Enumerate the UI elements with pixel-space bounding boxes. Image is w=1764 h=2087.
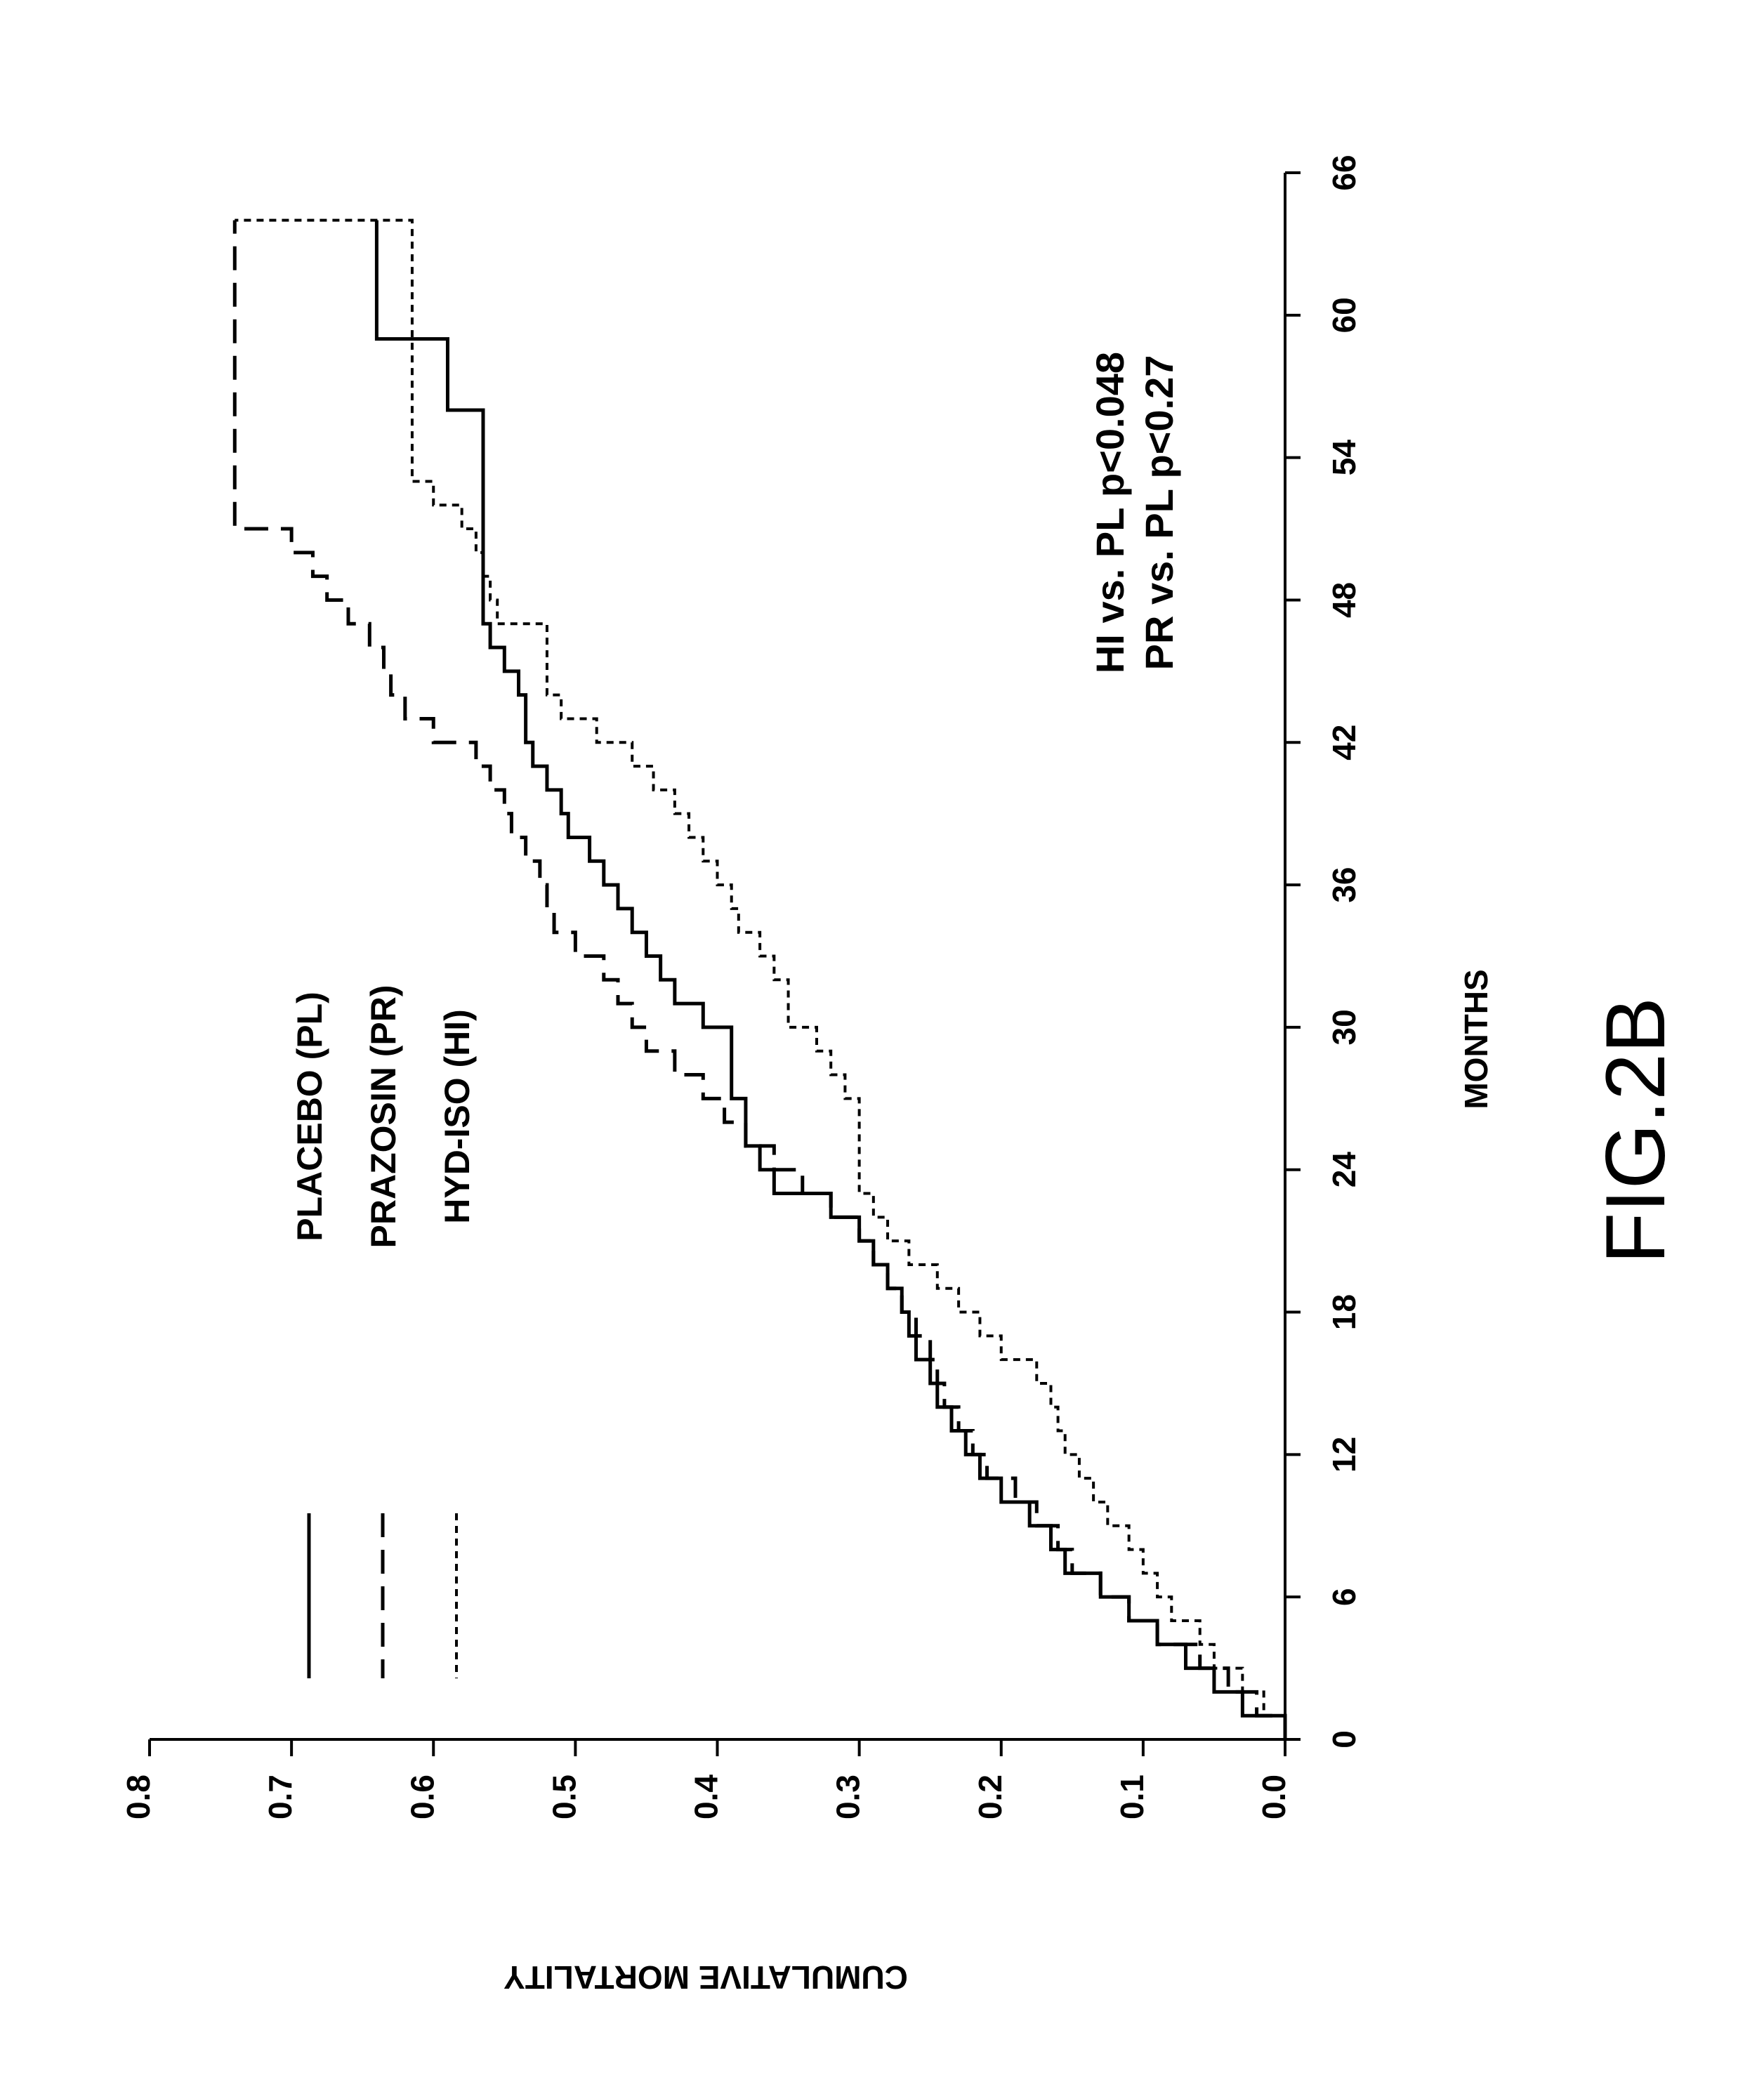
x-tick-label: 66 bbox=[1326, 154, 1362, 190]
y-tick-label: 0.0 bbox=[1256, 1775, 1292, 1819]
x-tick-label: 12 bbox=[1326, 1437, 1362, 1473]
y-tick-label: 0.7 bbox=[262, 1775, 298, 1819]
series-line-0 bbox=[374, 220, 1287, 1739]
y-tick-label: 0.6 bbox=[404, 1775, 440, 1819]
y-tick-label: 0.4 bbox=[688, 1775, 725, 1819]
chart-series bbox=[232, 218, 1287, 1739]
annotation-hi-vs-pl: HI vs. PL p<0.048 bbox=[1088, 352, 1132, 673]
y-tick-label: 0.8 bbox=[120, 1775, 157, 1819]
x-tick-label: 30 bbox=[1326, 1009, 1362, 1045]
legend-label-0: PLACEBO (PL) bbox=[290, 992, 329, 1242]
x-tick-label: 60 bbox=[1326, 297, 1362, 333]
series-line-2 bbox=[235, 218, 1286, 1739]
figure-label: FIG.2B bbox=[1588, 997, 1683, 1264]
legend-label-2: HYD-ISO (HI) bbox=[437, 1009, 477, 1224]
x-tick-label: 0 bbox=[1326, 1730, 1362, 1749]
y-tick-label: 0.2 bbox=[972, 1775, 1008, 1819]
x-tick-label: 36 bbox=[1326, 867, 1362, 903]
annotation-pr-vs-pl: PR vs. PL p<0.27 bbox=[1137, 355, 1181, 671]
x-tick-label: 42 bbox=[1326, 725, 1362, 761]
y-tick-label: 0.1 bbox=[1114, 1775, 1150, 1819]
x-tick-label: 24 bbox=[1326, 1152, 1362, 1188]
chart-legend: PLACEBO (PL) PRAZOSIN (PR) HYD-ISO (HI) bbox=[290, 985, 477, 1678]
x-tick-label: 6 bbox=[1326, 1588, 1362, 1606]
legend-label-1: PRAZOSIN (PR) bbox=[364, 985, 403, 1249]
x-axis-label: MONTHS bbox=[1458, 969, 1494, 1109]
y-tick-label: 0.5 bbox=[546, 1775, 582, 1819]
series-line-1 bbox=[232, 220, 1287, 1739]
x-tick-label: 18 bbox=[1326, 1294, 1362, 1330]
y-tick-label: 0.3 bbox=[830, 1775, 867, 1819]
y-axis-label: CUMULATIVE MORTALITY bbox=[503, 1959, 908, 1996]
chart-ticks: 0 6 12 18 24 30 36 42 48 54 60 66 0.0 0.1 0.2 0.3 0.4 0.5… bbox=[120, 154, 1362, 1819]
x-tick-label: 54 bbox=[1326, 440, 1362, 476]
x-tick-label: 48 bbox=[1326, 582, 1362, 618]
